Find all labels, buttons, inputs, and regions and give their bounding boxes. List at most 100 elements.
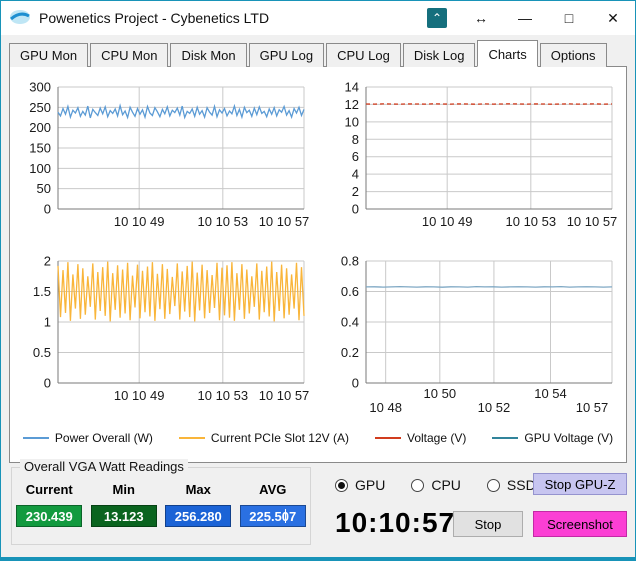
value-max: 256.280 (165, 505, 232, 527)
chart-current-pcie: 0 0.5 1 1.5 2 10 10 49 10 10 53 10 10 57 (12, 251, 317, 421)
minimize-button[interactable]: — (518, 10, 532, 26)
tab-charts[interactable]: Charts (477, 40, 538, 67)
stop-gpuz-button[interactable]: Stop GPU-Z (533, 473, 627, 495)
svg-text:10 54: 10 54 (534, 386, 567, 401)
svg-text:50: 50 (36, 181, 50, 196)
tab-disk-mon[interactable]: Disk Mon (170, 43, 247, 67)
value-text: 225.507 (249, 508, 297, 524)
svg-text:0: 0 (351, 202, 358, 217)
svg-text:10 10 49: 10 10 49 (113, 388, 164, 403)
tab-cpu-mon[interactable]: CPU Mon (90, 43, 169, 67)
radio-label: CPU (431, 477, 461, 493)
stop-button[interactable]: Stop (453, 511, 523, 537)
chart-grid: 0 50 100 150 200 250 300 10 10 49 10 10 53 10 10 … (10, 67, 626, 421)
value-current: 230.439 (16, 505, 83, 527)
value-min: 13.123 (90, 505, 157, 527)
svg-text:1.5: 1.5 (32, 284, 50, 299)
tab-options[interactable]: Options (539, 43, 607, 67)
chart-voltage: 0 2 4 6 8 10 12 14 10 10 49 10 10 53 10 10 57 (320, 77, 625, 247)
charts-panel: 0 50 100 150 200 250 300 10 10 49 10 10 53 10 10 … (9, 66, 627, 463)
svg-text:10 48: 10 48 (369, 400, 402, 415)
svg-text:10 57: 10 57 (575, 400, 608, 415)
svg-text:100: 100 (29, 161, 51, 176)
text-cursor (284, 509, 286, 523)
resize-icon[interactable]: ↔ (474, 10, 488, 26)
window-title: Powenetics Project - Cybenetics LTD (39, 10, 270, 26)
svg-text:10 10 57: 10 10 57 (258, 214, 309, 229)
radio-circle-icon (335, 478, 348, 492)
svg-text:10 10 57: 10 10 57 (258, 388, 309, 403)
svg-text:10 10 49: 10 10 49 (113, 214, 164, 229)
legend-line-icon (22, 437, 49, 439)
group-title: Overall VGA Watt Readings (20, 459, 188, 474)
legend-label: Power Overall (W) (54, 431, 153, 445)
app-logo-icon (10, 10, 30, 24)
svg-text:10: 10 (344, 114, 358, 129)
collapse-icon: ⌃ (427, 8, 447, 28)
screenshot-button[interactable]: Screenshot (533, 511, 627, 537)
col-min: Min (112, 482, 135, 497)
tab-gpu-log[interactable]: GPU Log (248, 43, 325, 67)
current-time: 10:10:57 (335, 507, 456, 538)
legend-label: Voltage (V) (406, 431, 467, 445)
source-radio-group: GPU CPU SSD (335, 477, 536, 493)
value-text: 230.439 (25, 508, 73, 524)
radio-ssd[interactable]: SSD (486, 477, 536, 493)
tab-disk-log[interactable]: Disk Log (402, 43, 476, 67)
svg-text:150: 150 (29, 141, 51, 156)
vga-watt-readings-group: Overall VGA Watt Readings Current Min Ma… (11, 459, 311, 545)
svg-text:0.2: 0.2 (340, 345, 358, 360)
window-controls: ⌃ ↔ — □ ✕ (415, 1, 635, 35)
svg-text:1: 1 (43, 315, 50, 330)
legend-current-pcie: Current PCIe Slot 12V (A) (178, 431, 349, 445)
tab-cpu-log[interactable]: CPU Log (326, 43, 401, 67)
readings-value-row: 230.439 13.123 256.280 225.507 (12, 505, 310, 527)
bottom-panel: Overall VGA Watt Readings Current Min Ma… (1, 459, 635, 557)
svg-text:12: 12 (344, 97, 358, 112)
titlebar: Powenetics Project - Cybenetics LTD ⌃ ↔ … (1, 1, 635, 35)
close-button[interactable]: ✕ (607, 9, 619, 26)
collapse-button[interactable]: ⌃ (415, 1, 459, 35)
value-avg[interactable]: 225.507 (239, 505, 306, 527)
legend-label: GPU Voltage (V) (524, 431, 614, 445)
svg-text:0: 0 (43, 376, 50, 391)
svg-text:10 10 53: 10 10 53 (197, 214, 248, 229)
chart-canvas-current: 0 0.5 1 1.5 2 10 10 49 10 10 53 10 10 57 (32, 254, 309, 404)
svg-text:0.8: 0.8 (340, 254, 358, 269)
chart-canvas-power: 0 50 100 150 200 250 300 10 10 49 10 10 53 10 10 … (29, 80, 309, 230)
value-text: 256.280 (174, 508, 222, 524)
tab-gpu-mon[interactable]: GPU Mon (9, 43, 89, 67)
svg-text:0.4: 0.4 (340, 315, 358, 330)
chart-legend: Power Overall (W) Current PCIe Slot 12V … (10, 431, 626, 445)
svg-text:10 10 53: 10 10 53 (197, 388, 248, 403)
svg-text:10 10 53: 10 10 53 (505, 214, 556, 229)
legend-line-icon (374, 437, 401, 439)
radio-gpu[interactable]: GPU (335, 477, 385, 493)
svg-text:14: 14 (344, 80, 358, 95)
col-current: Current (25, 482, 73, 497)
value-text: 13.123 (103, 508, 144, 524)
legend-line-icon (178, 437, 205, 439)
radio-circle-icon (411, 478, 425, 492)
svg-text:0: 0 (351, 376, 358, 391)
maximize-button[interactable]: □ (564, 10, 574, 26)
svg-text:300: 300 (29, 80, 51, 95)
svg-text:250: 250 (29, 100, 51, 115)
radio-label: SSD (506, 477, 536, 493)
svg-text:8: 8 (351, 132, 358, 147)
svg-text:0.5: 0.5 (32, 345, 50, 360)
chart-canvas-gpu-voltage: 0 0.2 0.4 0.6 0.8 10 48 10 50 10 52 10 54 10 57 (340, 254, 612, 415)
chart-canvas-voltage: 0 2 4 6 8 10 12 14 10 10 49 10 10 53 10 10 57 (344, 80, 617, 230)
radio-cpu[interactable]: CPU (411, 477, 461, 493)
legend-power-overall: Power Overall (W) (22, 431, 153, 445)
svg-text:0.6: 0.6 (340, 284, 358, 299)
radio-label: GPU (355, 477, 386, 493)
col-max: Max (185, 482, 211, 497)
col-avg: AVG (259, 482, 287, 497)
legend-label: Current PCIe Slot 12V (A) (210, 431, 349, 445)
chart-gpu-voltage: 0 0.2 0.4 0.6 0.8 10 48 10 50 10 52 10 54 10 57 (320, 251, 625, 421)
svg-text:4: 4 (351, 167, 358, 182)
radio-circle-icon (486, 478, 500, 492)
svg-text:200: 200 (29, 120, 51, 135)
